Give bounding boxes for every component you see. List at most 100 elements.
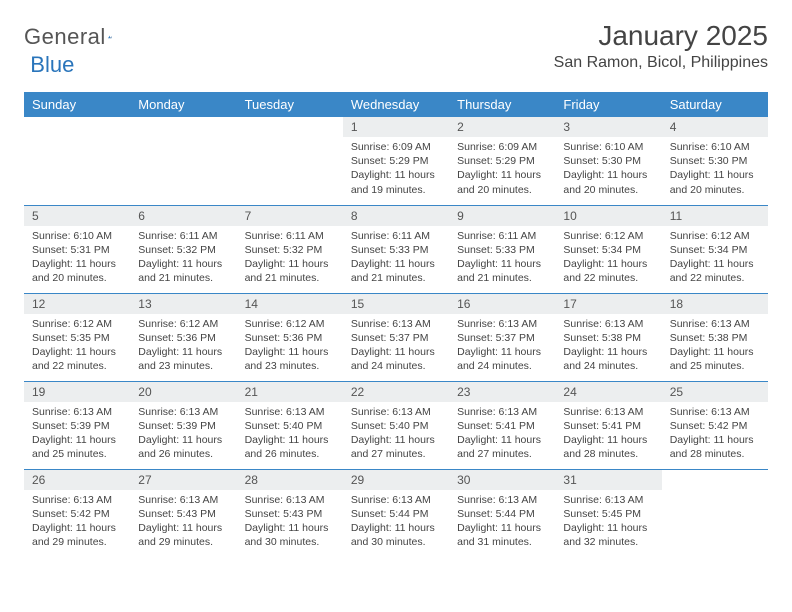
day-number: 12 <box>24 294 130 314</box>
weekday-header-row: Sunday Monday Tuesday Wednesday Thursday… <box>24 92 768 117</box>
title-block: January 2025 San Ramon, Bicol, Philippin… <box>554 20 768 72</box>
weekday-header: Thursday <box>449 92 555 117</box>
day-number: 26 <box>24 470 130 490</box>
day-data: Sunrise: 6:13 AMSunset: 5:45 PMDaylight:… <box>555 490 661 556</box>
day-data: Sunrise: 6:11 AMSunset: 5:32 PMDaylight:… <box>237 226 343 292</box>
day-number: 3 <box>555 117 661 137</box>
day-number: 16 <box>449 294 555 314</box>
day-cell: 22Sunrise: 6:13 AMSunset: 5:40 PMDayligh… <box>343 381 449 469</box>
day-cell: 26Sunrise: 6:13 AMSunset: 5:42 PMDayligh… <box>24 469 130 557</box>
day-number: 7 <box>237 206 343 226</box>
day-data: Sunrise: 6:13 AMSunset: 5:38 PMDaylight:… <box>662 314 768 380</box>
week-row: 5Sunrise: 6:10 AMSunset: 5:31 PMDaylight… <box>24 205 768 293</box>
weekday-header: Sunday <box>24 92 130 117</box>
day-cell: 14Sunrise: 6:12 AMSunset: 5:36 PMDayligh… <box>237 293 343 381</box>
weekday-header: Monday <box>130 92 236 117</box>
day-data: Sunrise: 6:11 AMSunset: 5:32 PMDaylight:… <box>130 226 236 292</box>
day-cell: 9Sunrise: 6:11 AMSunset: 5:33 PMDaylight… <box>449 205 555 293</box>
day-cell: 4Sunrise: 6:10 AMSunset: 5:30 PMDaylight… <box>662 117 768 205</box>
day-number: 2 <box>449 117 555 137</box>
day-number: 15 <box>343 294 449 314</box>
day-data: Sunrise: 6:13 AMSunset: 5:43 PMDaylight:… <box>237 490 343 556</box>
day-data: Sunrise: 6:13 AMSunset: 5:44 PMDaylight:… <box>449 490 555 556</box>
day-data: Sunrise: 6:10 AMSunset: 5:30 PMDaylight:… <box>662 137 768 203</box>
day-number: 14 <box>237 294 343 314</box>
day-data: Sunrise: 6:13 AMSunset: 5:43 PMDaylight:… <box>130 490 236 556</box>
day-data: Sunrise: 6:12 AMSunset: 5:36 PMDaylight:… <box>237 314 343 380</box>
day-cell: 2Sunrise: 6:09 AMSunset: 5:29 PMDaylight… <box>449 117 555 205</box>
day-cell <box>24 117 130 205</box>
day-number: 28 <box>237 470 343 490</box>
day-cell <box>662 469 768 557</box>
day-data: Sunrise: 6:13 AMSunset: 5:41 PMDaylight:… <box>449 402 555 468</box>
day-number: 13 <box>130 294 236 314</box>
day-data: Sunrise: 6:11 AMSunset: 5:33 PMDaylight:… <box>449 226 555 292</box>
week-row: 26Sunrise: 6:13 AMSunset: 5:42 PMDayligh… <box>24 469 768 557</box>
day-data: Sunrise: 6:13 AMSunset: 5:40 PMDaylight:… <box>343 402 449 468</box>
day-data: Sunrise: 6:13 AMSunset: 5:40 PMDaylight:… <box>237 402 343 468</box>
day-number: 25 <box>662 382 768 402</box>
day-cell: 24Sunrise: 6:13 AMSunset: 5:41 PMDayligh… <box>555 381 661 469</box>
day-number: 9 <box>449 206 555 226</box>
weekday-header: Friday <box>555 92 661 117</box>
day-data: Sunrise: 6:13 AMSunset: 5:39 PMDaylight:… <box>24 402 130 468</box>
logo-text-general: General <box>24 24 106 50</box>
day-data: Sunrise: 6:12 AMSunset: 5:34 PMDaylight:… <box>555 226 661 292</box>
day-data: Sunrise: 6:10 AMSunset: 5:31 PMDaylight:… <box>24 226 130 292</box>
day-data: Sunrise: 6:13 AMSunset: 5:42 PMDaylight:… <box>24 490 130 556</box>
day-cell: 19Sunrise: 6:13 AMSunset: 5:39 PMDayligh… <box>24 381 130 469</box>
day-data: Sunrise: 6:11 AMSunset: 5:33 PMDaylight:… <box>343 226 449 292</box>
week-row: 1Sunrise: 6:09 AMSunset: 5:29 PMDaylight… <box>24 117 768 205</box>
day-cell: 28Sunrise: 6:13 AMSunset: 5:43 PMDayligh… <box>237 469 343 557</box>
day-cell: 30Sunrise: 6:13 AMSunset: 5:44 PMDayligh… <box>449 469 555 557</box>
day-cell: 21Sunrise: 6:13 AMSunset: 5:40 PMDayligh… <box>237 381 343 469</box>
day-data: Sunrise: 6:13 AMSunset: 5:37 PMDaylight:… <box>449 314 555 380</box>
day-cell: 16Sunrise: 6:13 AMSunset: 5:37 PMDayligh… <box>449 293 555 381</box>
day-number: 1 <box>343 117 449 137</box>
day-number: 24 <box>555 382 661 402</box>
day-data: Sunrise: 6:13 AMSunset: 5:41 PMDaylight:… <box>555 402 661 468</box>
day-number: 19 <box>24 382 130 402</box>
day-cell: 3Sunrise: 6:10 AMSunset: 5:30 PMDaylight… <box>555 117 661 205</box>
calendar-table: Sunday Monday Tuesday Wednesday Thursday… <box>24 92 768 557</box>
day-number: 31 <box>555 470 661 490</box>
day-cell: 1Sunrise: 6:09 AMSunset: 5:29 PMDaylight… <box>343 117 449 205</box>
day-cell: 5Sunrise: 6:10 AMSunset: 5:31 PMDaylight… <box>24 205 130 293</box>
day-cell: 20Sunrise: 6:13 AMSunset: 5:39 PMDayligh… <box>130 381 236 469</box>
day-number: 22 <box>343 382 449 402</box>
day-cell: 8Sunrise: 6:11 AMSunset: 5:33 PMDaylight… <box>343 205 449 293</box>
day-cell: 31Sunrise: 6:13 AMSunset: 5:45 PMDayligh… <box>555 469 661 557</box>
day-cell: 17Sunrise: 6:13 AMSunset: 5:38 PMDayligh… <box>555 293 661 381</box>
day-number: 5 <box>24 206 130 226</box>
day-cell: 7Sunrise: 6:11 AMSunset: 5:32 PMDaylight… <box>237 205 343 293</box>
logo-sail-icon <box>108 28 112 46</box>
day-number: 8 <box>343 206 449 226</box>
weekday-header: Saturday <box>662 92 768 117</box>
day-cell <box>237 117 343 205</box>
day-number: 20 <box>130 382 236 402</box>
day-cell: 15Sunrise: 6:13 AMSunset: 5:37 PMDayligh… <box>343 293 449 381</box>
day-number: 4 <box>662 117 768 137</box>
day-number: 11 <box>662 206 768 226</box>
day-cell <box>130 117 236 205</box>
day-data: Sunrise: 6:09 AMSunset: 5:29 PMDaylight:… <box>343 137 449 203</box>
day-data: Sunrise: 6:13 AMSunset: 5:44 PMDaylight:… <box>343 490 449 556</box>
day-cell: 13Sunrise: 6:12 AMSunset: 5:36 PMDayligh… <box>130 293 236 381</box>
weekday-header: Wednesday <box>343 92 449 117</box>
day-number: 30 <box>449 470 555 490</box>
weekday-header: Tuesday <box>237 92 343 117</box>
day-cell: 27Sunrise: 6:13 AMSunset: 5:43 PMDayligh… <box>130 469 236 557</box>
day-number: 17 <box>555 294 661 314</box>
day-number: 23 <box>449 382 555 402</box>
day-cell: 12Sunrise: 6:12 AMSunset: 5:35 PMDayligh… <box>24 293 130 381</box>
month-title: January 2025 <box>554 20 768 52</box>
day-cell: 18Sunrise: 6:13 AMSunset: 5:38 PMDayligh… <box>662 293 768 381</box>
day-cell: 10Sunrise: 6:12 AMSunset: 5:34 PMDayligh… <box>555 205 661 293</box>
week-row: 19Sunrise: 6:13 AMSunset: 5:39 PMDayligh… <box>24 381 768 469</box>
logo-text-blue: Blue <box>30 52 74 78</box>
day-data: Sunrise: 6:13 AMSunset: 5:38 PMDaylight:… <box>555 314 661 380</box>
day-data: Sunrise: 6:12 AMSunset: 5:35 PMDaylight:… <box>24 314 130 380</box>
day-data: Sunrise: 6:13 AMSunset: 5:37 PMDaylight:… <box>343 314 449 380</box>
day-number: 29 <box>343 470 449 490</box>
day-number: 21 <box>237 382 343 402</box>
